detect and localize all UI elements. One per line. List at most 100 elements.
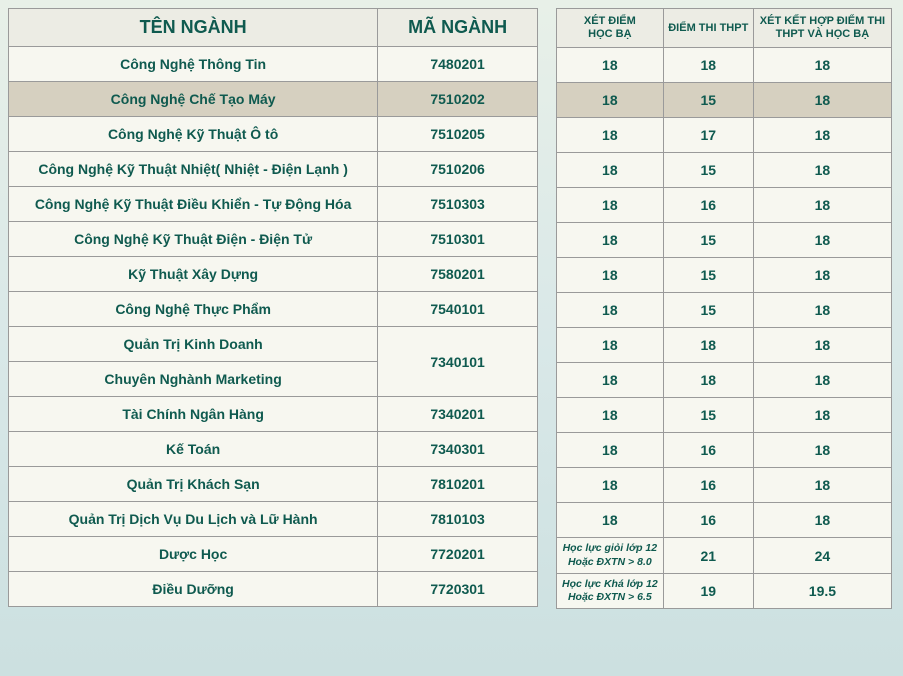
- table-row: 181718: [557, 118, 892, 153]
- cell-major-code: 7720201: [378, 537, 538, 572]
- cell-thpt: 19: [663, 573, 753, 608]
- cell-hocba: 18: [557, 83, 664, 118]
- right-header-row: XÉT ĐIỂMHỌC BẠ ĐIỂM THI THPT XÉT KẾT HỢP…: [557, 9, 892, 48]
- cell-major-code: 7480201: [378, 47, 538, 82]
- cell-kethop: 18: [753, 328, 891, 363]
- table-row: 181518: [557, 83, 892, 118]
- table-row: Kỹ Thuật Xây Dựng7580201: [9, 257, 538, 292]
- table-row: 181618: [557, 433, 892, 468]
- cell-major-code: 7510303: [378, 187, 538, 222]
- cell-thpt: 15: [663, 398, 753, 433]
- cell-major-name: Chuyên Nghành Marketing: [9, 362, 378, 397]
- cell-major-name: Quản Trị Khách Sạn: [9, 467, 378, 502]
- cell-thpt: 17: [663, 118, 753, 153]
- cell-hocba: 18: [557, 258, 664, 293]
- cell-major-name: Công Nghệ Thông Tin: [9, 47, 378, 82]
- header-name: TÊN NGÀNH: [9, 9, 378, 47]
- table-row: 181518: [557, 223, 892, 258]
- cell-major-name: Công Nghệ Chế Tạo Máy: [9, 82, 378, 117]
- cell-hocba: 18: [557, 503, 664, 538]
- table-row: Công Nghệ Chế Tạo Máy7510202: [9, 82, 538, 117]
- table-row: Quản Trị Dịch Vụ Du Lịch và Lữ Hành78101…: [9, 502, 538, 537]
- cell-kethop: 18: [753, 398, 891, 433]
- cell-thpt: 18: [663, 48, 753, 83]
- cell-major-name: Công Nghệ Kỹ Thuật Ô tô: [9, 117, 378, 152]
- cell-major-name: Công Nghệ Kỹ Thuật Điện - Điện Tử: [9, 222, 378, 257]
- table-row: 181818: [557, 328, 892, 363]
- cell-thpt: 15: [663, 83, 753, 118]
- cell-kethop: 18: [753, 83, 891, 118]
- cell-major-code: 7340201: [378, 397, 538, 432]
- cell-major-name: Kế Toán: [9, 432, 378, 467]
- table-row: Kế Toán7340301: [9, 432, 538, 467]
- cell-thpt: 21: [663, 538, 753, 573]
- header-code: MÃ NGÀNH: [378, 9, 538, 47]
- table-row: Công Nghệ Kỹ Thuật Ô tô7510205: [9, 117, 538, 152]
- cell-thpt: 16: [663, 468, 753, 503]
- table-row: 181618: [557, 468, 892, 503]
- cell-kethop: 18: [753, 118, 891, 153]
- cell-hocba: 18: [557, 468, 664, 503]
- cell-kethop: 18: [753, 223, 891, 258]
- cell-thpt: 18: [663, 328, 753, 363]
- table-row: Học lực Khá lớp 12Hoặc ĐXTN > 6.51919.5: [557, 573, 892, 608]
- cell-kethop: 18: [753, 293, 891, 328]
- cell-major-name: Kỹ Thuật Xây Dựng: [9, 257, 378, 292]
- table-row: Công Nghệ Thực Phẩm7540101: [9, 292, 538, 327]
- cell-hocba: 18: [557, 48, 664, 83]
- cell-thpt: 16: [663, 503, 753, 538]
- table-row: 181518: [557, 293, 892, 328]
- table-row: Tài Chính Ngân Hàng7340201: [9, 397, 538, 432]
- cell-major-code: 7720301: [378, 572, 538, 607]
- cell-major-name: Công Nghệ Kỹ Thuật Nhiệt( Nhiệt - Điện L…: [9, 152, 378, 187]
- cell-kethop: 18: [753, 188, 891, 223]
- table-row: 181818: [557, 48, 892, 83]
- cell-kethop: 18: [753, 258, 891, 293]
- cell-major-name: Công Nghệ Kỹ Thuật Điều Khiển - Tự Động …: [9, 187, 378, 222]
- table-row: Dược Học7720201: [9, 537, 538, 572]
- cell-major-code: 7810201: [378, 467, 538, 502]
- cell-major-code: 7810103: [378, 502, 538, 537]
- cell-hocba: 18: [557, 223, 664, 258]
- table-row: 181618: [557, 503, 892, 538]
- table-row: Công Nghệ Kỹ Thuật Điện - Điện Tử7510301: [9, 222, 538, 257]
- cell-hocba: 18: [557, 363, 664, 398]
- header-hocba: XÉT ĐIỂMHỌC BẠ: [557, 9, 664, 48]
- cell-major-code: 7540101: [378, 292, 538, 327]
- left-header-row: TÊN NGÀNH MÃ NGÀNH: [9, 9, 538, 47]
- cell-hocba: Học lực giỏi lớp 12Hoặc ĐXTN > 8.0: [557, 538, 664, 573]
- cell-kethop: 18: [753, 153, 891, 188]
- cell-kethop: 18: [753, 433, 891, 468]
- cell-hocba: 18: [557, 398, 664, 433]
- cell-major-code: 7580201: [378, 257, 538, 292]
- cell-major-name: Quản Trị Kinh Doanh: [9, 327, 378, 362]
- table-row: Học lực giỏi lớp 12Hoặc ĐXTN > 8.02124: [557, 538, 892, 573]
- cell-major-name: Quản Trị Dịch Vụ Du Lịch và Lữ Hành: [9, 502, 378, 537]
- cell-thpt: 15: [663, 293, 753, 328]
- cell-major-code: 7510205: [378, 117, 538, 152]
- table-row: Điều Dưỡng7720301: [9, 572, 538, 607]
- table-row: Công Nghệ Kỹ Thuật Nhiệt( Nhiệt - Điện L…: [9, 152, 538, 187]
- cell-hocba: 18: [557, 293, 664, 328]
- cell-major-name: Điều Dưỡng: [9, 572, 378, 607]
- cell-major-code: 7510202: [378, 82, 538, 117]
- table-row: Công Nghệ Thông Tin7480201: [9, 47, 538, 82]
- table-row: 181518: [557, 258, 892, 293]
- cell-hocba: 18: [557, 188, 664, 223]
- cell-major-code: 7510301: [378, 222, 538, 257]
- table-row: 181818: [557, 363, 892, 398]
- left-panel: TÊN NGÀNH MÃ NGÀNH Công Nghệ Thông Tin74…: [8, 8, 538, 609]
- cell-thpt: 15: [663, 258, 753, 293]
- cell-thpt: 18: [663, 363, 753, 398]
- table-row: Quản Trị Khách Sạn7810201: [9, 467, 538, 502]
- table-row: 181518: [557, 398, 892, 433]
- right-panel: XÉT ĐIỂMHỌC BẠ ĐIỂM THI THPT XÉT KẾT HỢP…: [556, 8, 892, 609]
- cell-major-code: 7510206: [378, 152, 538, 187]
- cell-major-code: 7340301: [378, 432, 538, 467]
- table-row: Quản Trị Kinh Doanh7340101: [9, 327, 538, 362]
- table-row: Công Nghệ Kỹ Thuật Điều Khiển - Tự Động …: [9, 187, 538, 222]
- cell-thpt: 15: [663, 153, 753, 188]
- cell-kethop: 18: [753, 468, 891, 503]
- header-thpt: ĐIỂM THI THPT: [663, 9, 753, 48]
- cell-major-name: Dược Học: [9, 537, 378, 572]
